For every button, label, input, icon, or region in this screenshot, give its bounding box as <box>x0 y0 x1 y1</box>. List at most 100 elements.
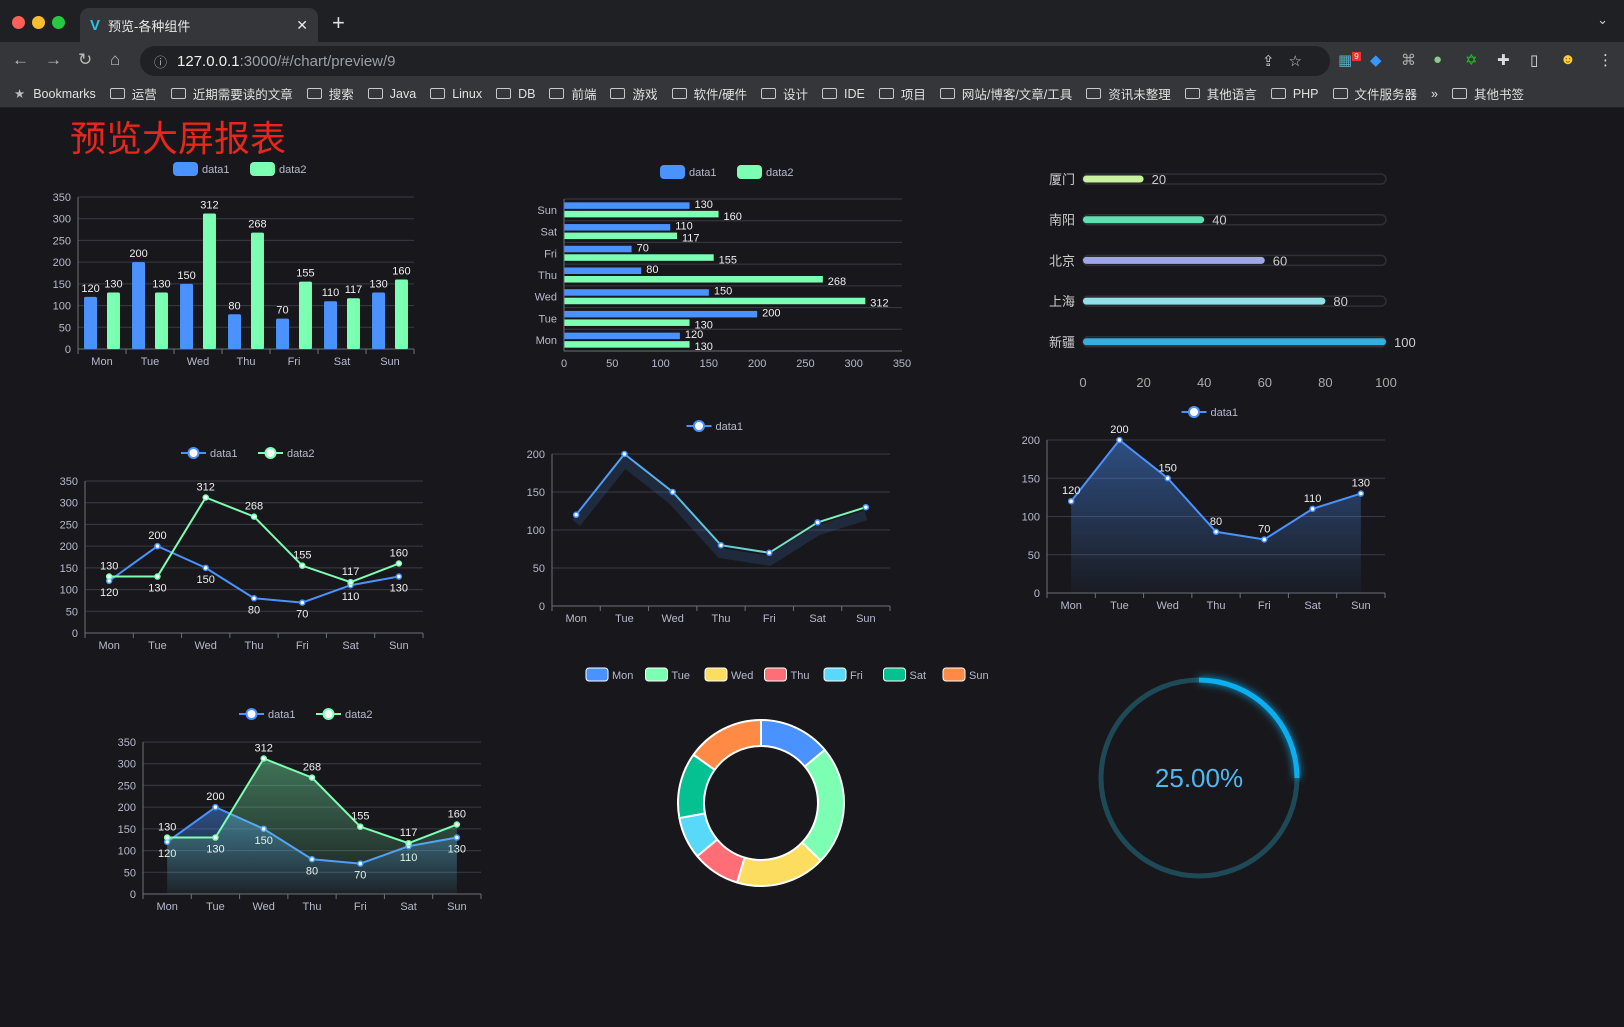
bookmark-folder[interactable]: 前端 <box>549 84 596 103</box>
bookmark-folder[interactable]: 资讯未整理 <box>1086 84 1171 103</box>
bookmark-folder[interactable]: PHP <box>1270 84 1319 103</box>
legend-item-data1[interactable]: data1 <box>239 708 296 721</box>
gem-extension-icon[interactable]: ◆ <box>1370 52 1382 69</box>
y-tick-label: 200 <box>1022 435 1040 447</box>
browser-toolbar: ← → ↻ ⌂ ⓘ 127.0.0.1:3000/#/chart/preview… <box>0 42 1624 80</box>
legend-marker <box>187 447 200 459</box>
bookmark-folder[interactable]: 网站/博客/文章/工具 <box>939 84 1072 103</box>
close-tab-icon[interactable]: ✕ <box>296 16 308 33</box>
legend-item-data1[interactable]: data1 <box>173 162 230 176</box>
legend-item-data2[interactable]: data2 <box>250 162 307 176</box>
bar-data2-Fri <box>299 281 312 349</box>
close-window-button[interactable] <box>12 16 25 29</box>
data-label: 80 <box>228 300 240 312</box>
legend-item-Tue[interactable]: Tue <box>645 667 691 682</box>
folder-icon <box>306 88 322 99</box>
data-label: 160 <box>390 548 408 560</box>
bar-data2-Thu <box>251 232 264 349</box>
bookmark-folder[interactable]: 搜索 <box>306 84 354 103</box>
data-label: 130 <box>158 822 176 834</box>
y-tick-label: Sat <box>540 227 557 239</box>
bookmarks-button[interactable]: ★ Bookmarks <box>14 86 96 102</box>
bookmark-folder[interactable]: 近期需要读的文章 <box>170 84 293 103</box>
point-data1 <box>202 564 209 572</box>
profile-avatar[interactable]: ☻ <box>1560 51 1576 68</box>
legend-item-Sat[interactable]: Sat <box>883 667 927 682</box>
bookmark-folder[interactable]: 运营 <box>109 84 157 103</box>
bookmark-folder[interactable]: 设计 <box>760 84 808 103</box>
menu-kebab-icon[interactable]: ⋮ <box>1598 52 1613 69</box>
reload-icon[interactable]: ↻ <box>78 50 93 69</box>
bookmark-folder[interactable]: 其他语言 <box>1184 84 1257 103</box>
folder-icon <box>1332 88 1348 99</box>
legend-item-data2[interactable]: data2 <box>316 708 373 721</box>
x-tick-label: Fri <box>1258 600 1271 612</box>
point-data1 <box>1067 497 1075 505</box>
bookmark-folder[interactable]: 游戏 <box>610 84 658 103</box>
share-icon[interactable]: ⇪ <box>1261 53 1289 70</box>
point-data2 <box>347 578 354 586</box>
legend-item-data1[interactable]: data1 <box>181 447 238 460</box>
legend-item-Mon[interactable]: Mon <box>585 667 633 682</box>
y-tick-label: 250 <box>60 519 78 531</box>
legend-swatch <box>823 667 847 682</box>
bookmark-folder[interactable]: 文件服务器 <box>1332 84 1417 103</box>
data-label: 110 <box>1304 493 1322 505</box>
legend-item-data1[interactable]: data1 <box>660 165 717 179</box>
command-extension-icon[interactable]: ⌘ <box>1401 52 1416 69</box>
y-tick-label: 50 <box>124 867 136 879</box>
data-label: 100 <box>1394 335 1416 350</box>
bookmark-star-icon[interactable]: ☆ <box>1288 53 1316 70</box>
new-tab-button[interactable]: + <box>332 10 345 35</box>
url-path: :3000/#/chart/preview/9 <box>239 52 396 70</box>
legend-item-data2[interactable]: data2 <box>737 165 794 179</box>
more-bookmarks-button[interactable]: » <box>1431 86 1438 101</box>
circle-extension-icon[interactable]: ● <box>1433 51 1443 68</box>
bookmark-folder[interactable]: 软件/硬件 <box>671 84 747 103</box>
tab-search-chevron-icon[interactable]: ⌄ <box>1597 12 1608 27</box>
legend-item-data2[interactable]: data2 <box>258 447 315 460</box>
folder-icon <box>109 88 125 99</box>
site-info-icon[interactable]: ⓘ <box>154 54 168 70</box>
maximize-window-button[interactable] <box>52 16 65 29</box>
legend-item-Sun[interactable]: Sun <box>942 667 989 682</box>
address-bar[interactable]: ⓘ 127.0.0.1:3000/#/chart/preview/9 ⇪☆ <box>140 46 1330 76</box>
page-title: 预览大屏报表 <box>70 119 287 160</box>
forward-icon[interactable]: → <box>45 50 62 69</box>
x-tick-label: Tue <box>1110 600 1129 612</box>
bar-data2-Wed <box>564 297 866 305</box>
y-tick-label: 250 <box>118 780 136 792</box>
legend-item-Thu[interactable]: Thu <box>764 667 810 682</box>
bookmark-folder[interactable]: IDE <box>822 84 865 103</box>
x-tick-label: Sun <box>1351 600 1371 612</box>
minimize-window-button[interactable] <box>32 16 45 29</box>
legend-label: data1 <box>268 709 296 721</box>
bookmark-folder[interactable]: Java <box>367 84 416 103</box>
bookmark-folder[interactable]: Linux <box>430 84 482 103</box>
y-tick-label: 150 <box>53 279 71 291</box>
y-tick-label: 100 <box>118 846 136 858</box>
extensions-puzzle-icon[interactable]: ✚ <box>1497 52 1510 69</box>
legend-item-Wed[interactable]: Wed <box>704 667 753 682</box>
data-label: 312 <box>200 200 218 212</box>
legend-item-Fri[interactable]: Fri <box>823 667 863 682</box>
legend-marker <box>322 708 335 720</box>
legend-item-data1[interactable]: data1 <box>686 420 744 433</box>
extension-icon[interactable]: ▦ 9 <box>1338 52 1361 69</box>
browser-tab[interactable]: V 预览-各种组件 ✕ <box>80 8 318 42</box>
line-chart: data1 0 50 100 150 200 Mon Tue Wed Thu Fri Sat Sun <box>527 420 891 625</box>
other-bookmarks-folder[interactable]: 其他书签 <box>1451 84 1524 103</box>
bookmark-folder[interactable]: DB <box>496 84 535 103</box>
star-extension-icon[interactable]: ✡ <box>1465 52 1478 69</box>
bookmark-folder[interactable]: 项目 <box>878 84 926 103</box>
progress-row-新疆: 新疆 100 <box>1049 335 1416 350</box>
bookmarks-bar: ★ Bookmarks 运营 近期需要读的文章 搜索 Java Linux DB 前端 游戏 软件… <box>0 80 1624 108</box>
legend-item-data1[interactable]: data1 <box>1181 406 1239 419</box>
y-tick-label: 0 <box>65 344 71 356</box>
home-icon[interactable]: ⌂ <box>110 50 121 69</box>
data-label: 60 <box>1273 253 1287 268</box>
back-icon[interactable]: ← <box>12 50 29 69</box>
x-tick-label: 80 <box>1318 375 1332 390</box>
side-panel-icon[interactable]: ▯ <box>1530 52 1539 69</box>
folder-label: 近期需要读的文章 <box>192 88 293 102</box>
